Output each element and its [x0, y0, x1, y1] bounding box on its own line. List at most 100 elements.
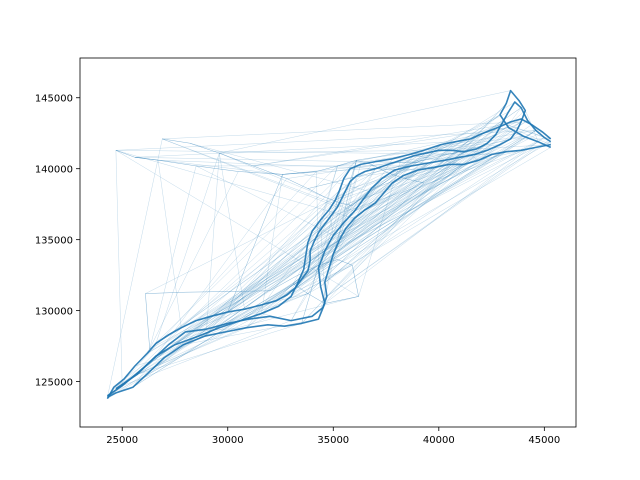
mesh-edge: [337, 189, 340, 208]
mesh-edge: [240, 141, 551, 321]
series-line: [115, 118, 552, 390]
mesh-edge: [183, 175, 357, 345]
mesh-edge: [115, 150, 492, 155]
mesh-edge: [333, 164, 465, 255]
mesh-edge: [303, 151, 465, 270]
mesh-edge: [134, 157, 283, 175]
x-tick-label: 45000: [528, 435, 560, 446]
mesh-edge: [318, 228, 347, 269]
mesh-edge: [149, 209, 366, 372]
mesh-edge: [282, 171, 317, 175]
mesh-edge: [354, 162, 429, 212]
mesh-edge: [261, 120, 528, 306]
mesh-edge: [290, 158, 393, 321]
mesh-edge: [253, 121, 522, 167]
mesh-edge: [286, 191, 370, 296]
mesh-edge: [310, 147, 536, 262]
mesh-edge: [320, 134, 496, 287]
mesh-edge: [394, 138, 471, 171]
mesh-edge: [204, 127, 499, 337]
mesh-edge: [227, 174, 283, 313]
mesh-edge: [497, 127, 539, 142]
series-line: [106, 143, 551, 397]
mesh-edge: [339, 164, 361, 240]
mesh-edge: [276, 287, 296, 301]
mesh-edge: [354, 164, 465, 212]
series-line: [107, 89, 552, 398]
mesh-edge: [107, 199, 363, 396]
mesh-edge: [326, 143, 488, 297]
mesh-edge: [335, 141, 456, 201]
mesh-edge: [337, 127, 509, 167]
mesh-edge: [362, 169, 418, 201]
mesh-edge: [531, 124, 537, 131]
mesh-edge: [301, 133, 484, 324]
mesh-edge: [324, 137, 545, 252]
mesh-edge: [227, 222, 344, 313]
mesh-edge: [470, 123, 503, 140]
mesh-edge: [162, 138, 355, 212]
mesh-edge: [227, 206, 338, 313]
mesh-edge: [198, 155, 414, 337]
series-line: [162, 138, 387, 206]
mesh-edge: [134, 357, 165, 367]
mesh-edge: [356, 135, 524, 161]
mesh-edge: [369, 134, 496, 192]
mesh-edge: [132, 178, 287, 388]
mesh-edge: [510, 107, 522, 123]
mesh-edge: [115, 130, 536, 151]
mesh-edge: [331, 152, 427, 216]
mesh-edge: [227, 151, 507, 324]
mesh-edge: [312, 206, 338, 232]
mesh-edge: [502, 123, 551, 140]
mesh-edge: [185, 327, 247, 333]
mesh-edge: [455, 123, 503, 142]
mesh-edge: [303, 144, 442, 270]
mesh-edge: [409, 144, 501, 155]
mesh-edge: [107, 188, 372, 398]
mesh-edge: [364, 151, 507, 211]
mesh-edge: [354, 202, 376, 219]
mesh-edge: [478, 147, 536, 161]
mesh-edge: [246, 189, 347, 328]
mesh-edge: [295, 168, 376, 289]
mesh-edge: [107, 160, 357, 399]
mesh-edge: [149, 165, 197, 349]
mesh-edge: [248, 123, 503, 320]
mesh-edge: [394, 134, 496, 171]
mesh-edge: [314, 114, 501, 242]
mesh-edge: [337, 143, 488, 167]
mesh-edge: [307, 135, 524, 189]
mesh-edge: [183, 260, 311, 345]
mesh-edge: [261, 164, 450, 314]
mesh-edge: [333, 151, 507, 236]
mesh-edge: [204, 189, 340, 337]
mesh-edge: [219, 90, 511, 154]
mesh-edge: [107, 378, 125, 396]
mesh-edge: [134, 157, 159, 161]
mesh-edge: [502, 123, 545, 138]
mesh-edge: [196, 130, 536, 321]
mesh-edge: [290, 141, 456, 297]
mesh-edge: [136, 331, 226, 375]
mesh-edge: [107, 138, 163, 398]
mesh-edge: [343, 164, 450, 179]
mesh-edge: [318, 205, 353, 266]
y-tick-label: 135000: [35, 236, 73, 247]
mesh-edge: [324, 130, 518, 283]
mesh-edge: [318, 160, 357, 320]
mesh-edge: [312, 144, 442, 232]
mesh-edge: [157, 160, 182, 328]
mesh-edge: [307, 138, 471, 294]
mesh-edge: [326, 147, 537, 297]
mesh-edge: [115, 182, 393, 389]
mesh-edge: [136, 316, 271, 375]
mesh-edge: [464, 151, 479, 161]
y-tick-label: 130000: [35, 307, 73, 318]
mesh-edge: [506, 130, 537, 152]
mesh-edge: [155, 265, 353, 357]
data-lines: [106, 89, 552, 399]
mesh-edge: [115, 150, 359, 297]
series-line: [115, 150, 425, 184]
mesh-edge: [301, 178, 344, 324]
